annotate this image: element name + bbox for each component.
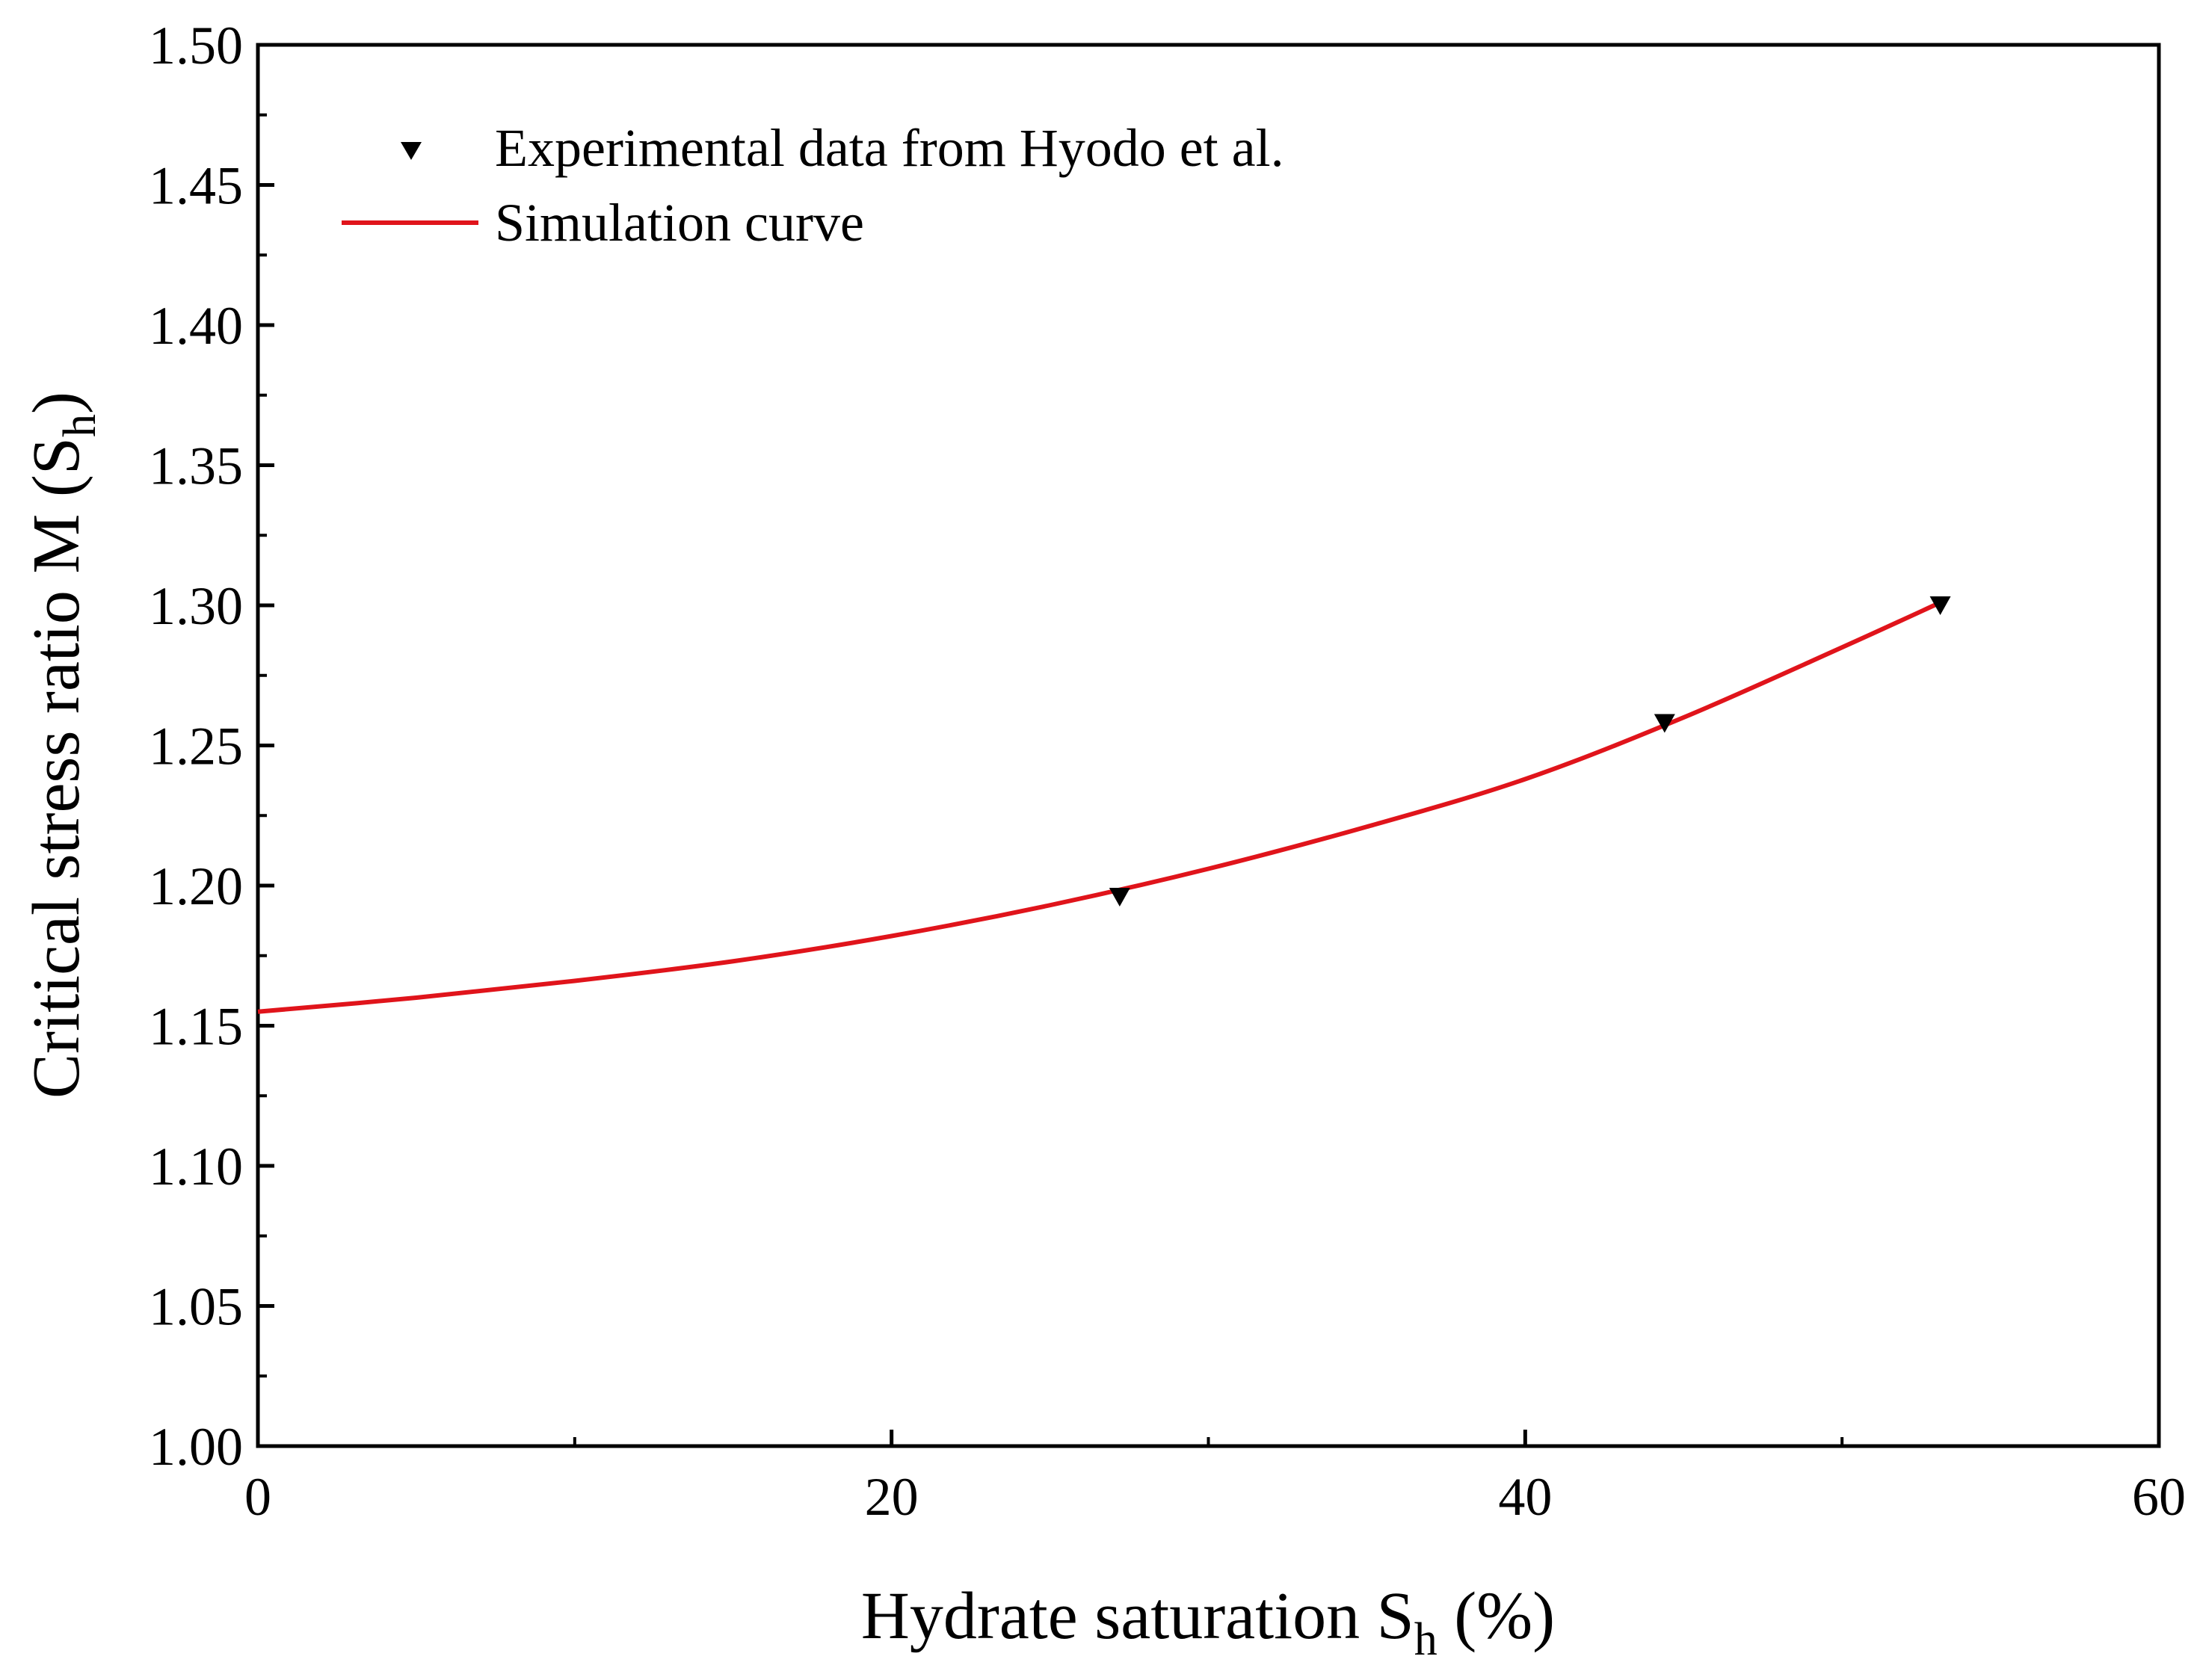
x-tick-label: 20 (865, 1467, 919, 1527)
simulation-curve-line (257, 600, 1941, 1014)
experimental-data-point (1929, 596, 1951, 615)
experimental-data-series (1109, 596, 1951, 907)
y-tick-label: 1.35 (149, 436, 243, 496)
plot-area (256, 43, 2161, 1448)
y-axis-ticks: 1.00 1.05 1.10 1.15 1.20 1.25 1.30 1.35 1.40 1.45… (149, 16, 274, 1477)
y-tick-label: 1.40 (149, 296, 243, 356)
legend-label-simulation: Simulation curve (495, 193, 864, 253)
experimental-data-point (1109, 888, 1130, 907)
x-tick-label: 0 (244, 1467, 271, 1527)
simulation-curve-series (257, 600, 1941, 1014)
y-tick-label: 1.30 (149, 576, 243, 636)
y-axis-title: Critical stress ratio M (Sh) (19, 392, 105, 1099)
legend-marker-experimental (401, 142, 422, 160)
y-tick-label: 1.45 (149, 156, 243, 216)
x-tick-label: 60 (2132, 1467, 2186, 1527)
y-tick-label: 1.25 (149, 717, 243, 776)
y-tick-label: 1.05 (149, 1277, 243, 1337)
x-axis-ticks: 0 20 40 60 (244, 1430, 2186, 1527)
legend-label-experimental: Experimental data from Hyodo et al. (495, 118, 1284, 178)
y-tick-label: 1.10 (149, 1137, 243, 1196)
y-tick-label: 1.20 (149, 856, 243, 916)
y-tick-label: 1.50 (149, 16, 243, 75)
x-tick-label: 40 (1498, 1467, 1552, 1527)
experimental-data-point (1654, 714, 1675, 733)
y-tick-label: 1.00 (149, 1417, 243, 1477)
x-axis-title: Hydrate saturation Sh (%) (861, 1579, 1555, 1665)
y-tick-label: 1.15 (149, 997, 243, 1057)
legend: Experimental data from Hyodo et al. Simu… (342, 118, 1284, 253)
